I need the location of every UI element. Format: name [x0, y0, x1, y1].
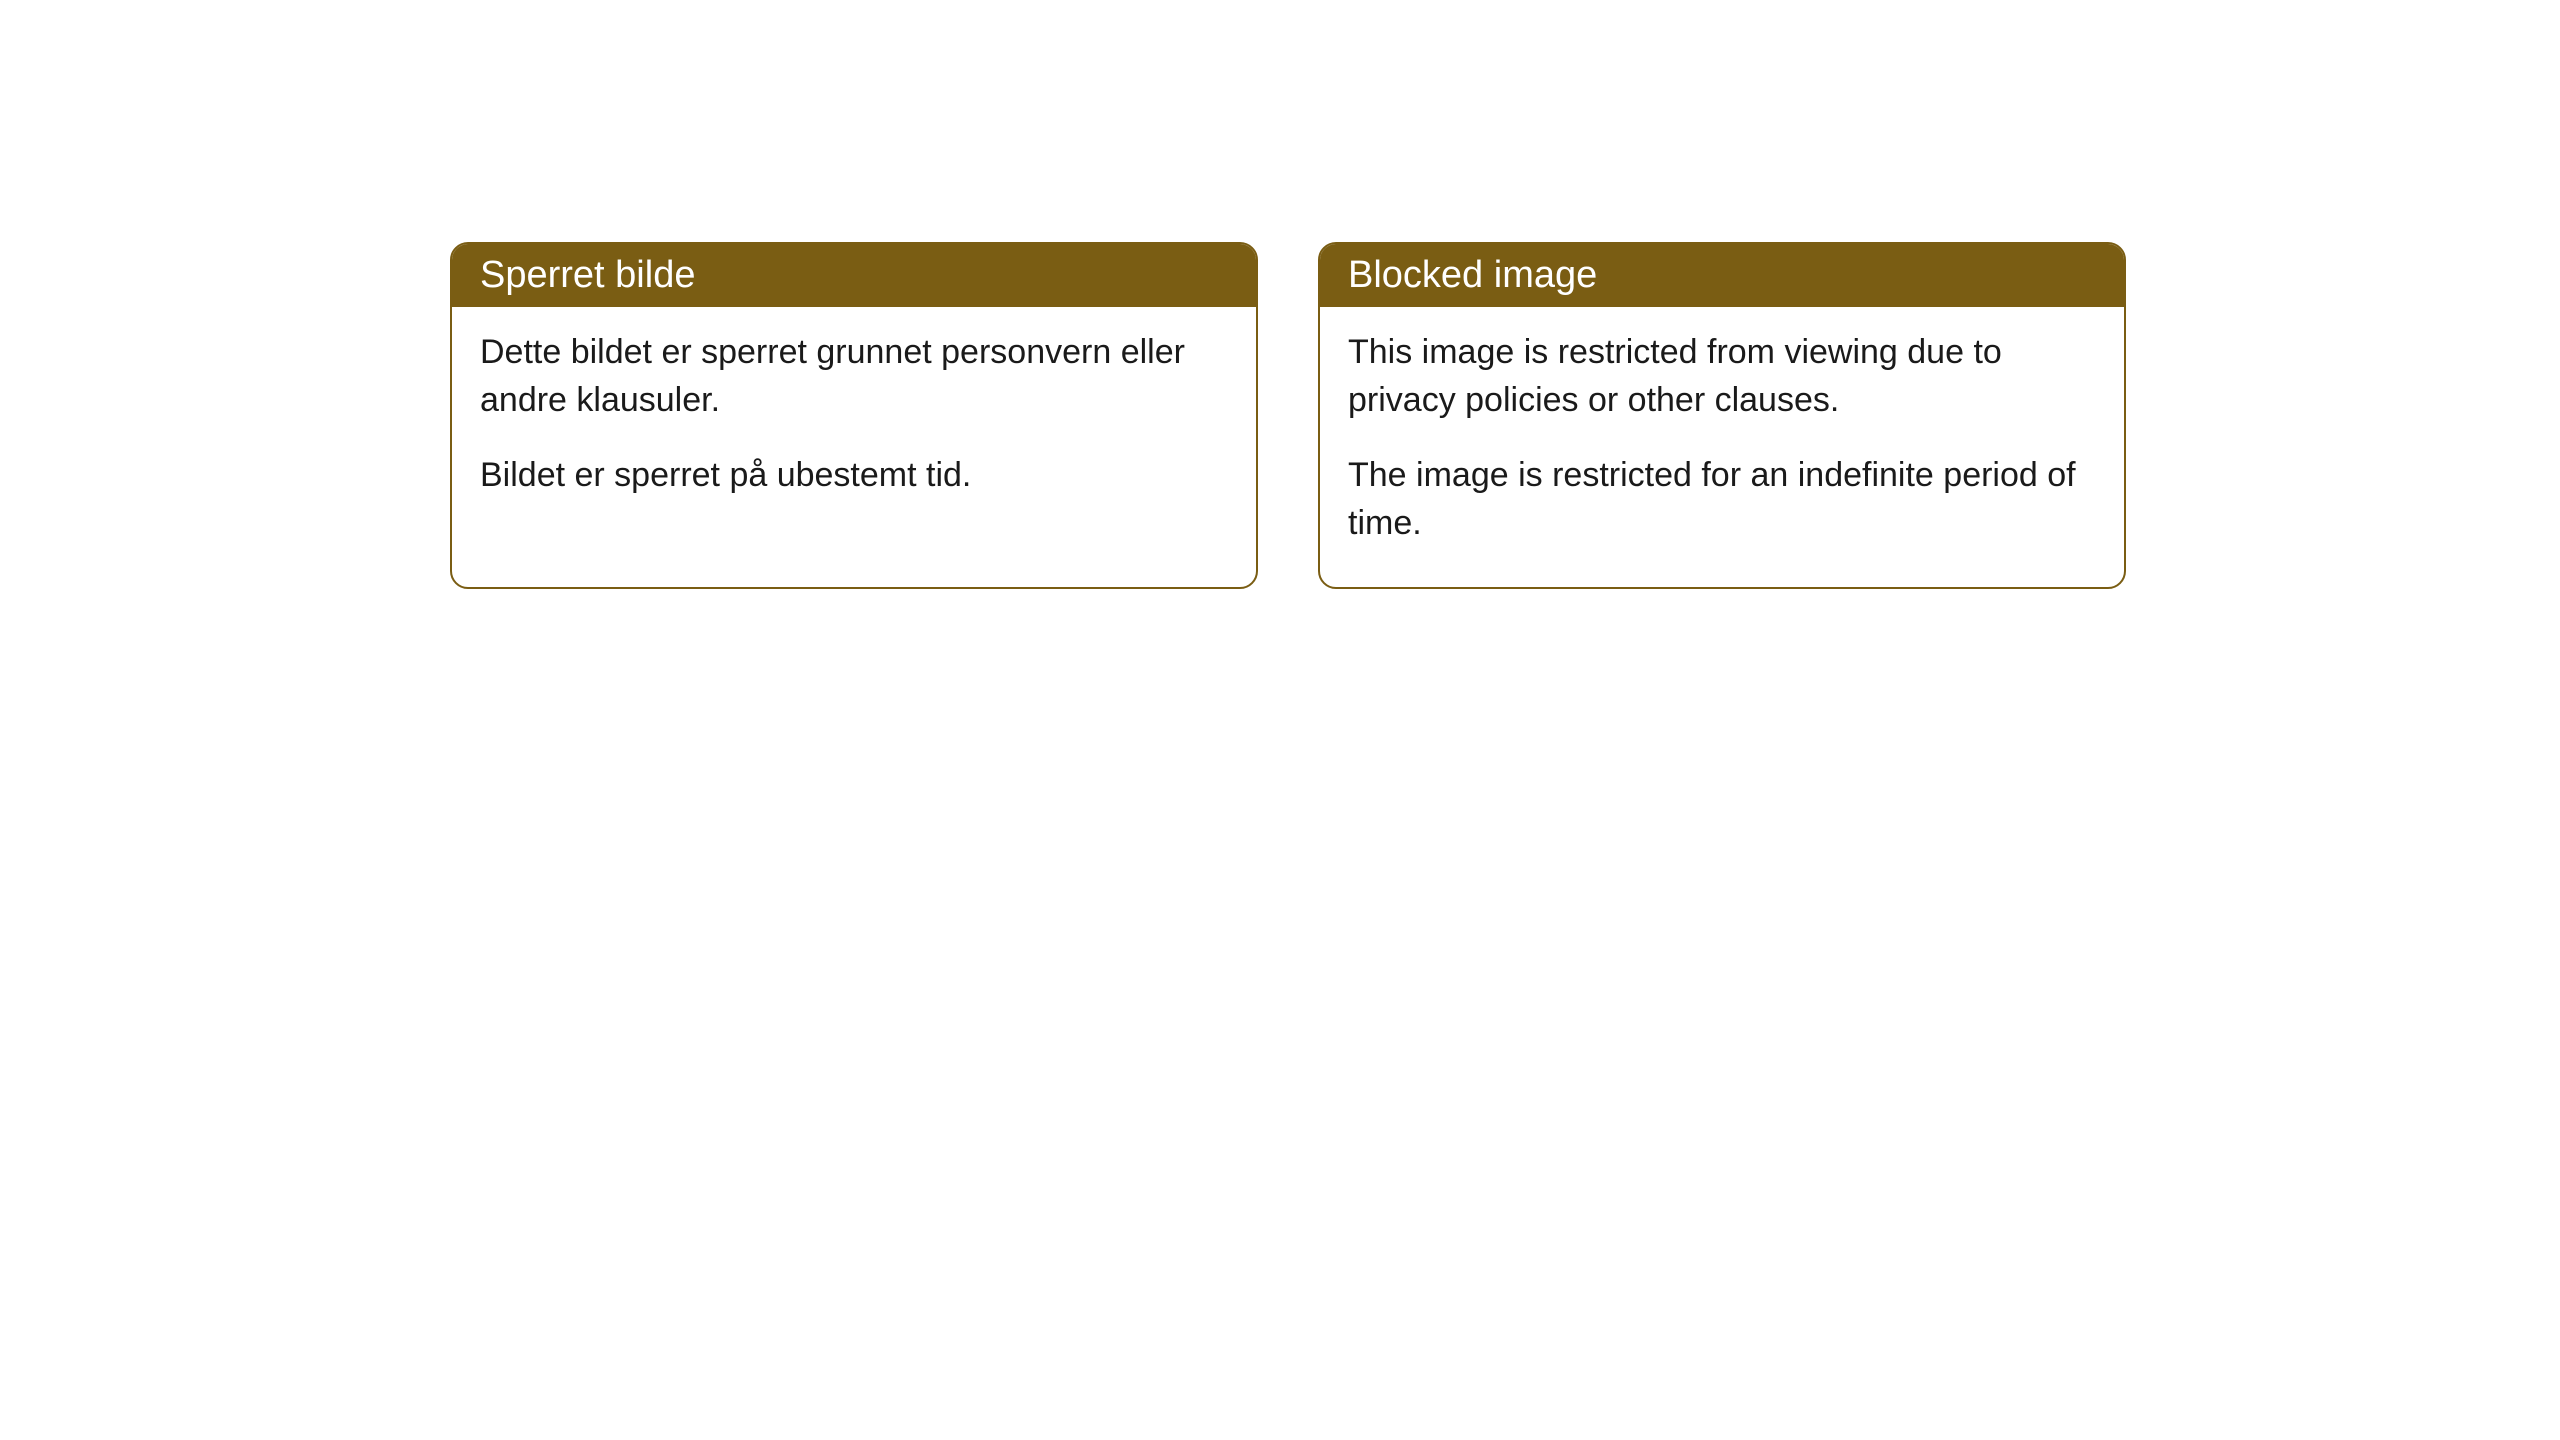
notice-title: Blocked image	[1348, 254, 1597, 296]
notice-header-norwegian: Sperret bilde	[452, 244, 1256, 307]
notice-container: Sperret bilde Dette bildet er sperret gr…	[450, 242, 2126, 589]
notice-card-norwegian: Sperret bilde Dette bildet er sperret gr…	[450, 242, 1258, 589]
notice-paragraph: The image is restricted for an indefinit…	[1348, 452, 2096, 547]
notice-paragraph: Dette bildet er sperret grunnet personve…	[480, 329, 1228, 424]
notice-body-norwegian: Dette bildet er sperret grunnet personve…	[452, 307, 1256, 540]
notice-body-english: This image is restricted from viewing du…	[1320, 307, 2124, 587]
notice-title: Sperret bilde	[480, 254, 695, 296]
notice-paragraph: Bildet er sperret på ubestemt tid.	[480, 452, 1228, 500]
notice-header-english: Blocked image	[1320, 244, 2124, 307]
notice-paragraph: This image is restricted from viewing du…	[1348, 329, 2096, 424]
notice-card-english: Blocked image This image is restricted f…	[1318, 242, 2126, 589]
